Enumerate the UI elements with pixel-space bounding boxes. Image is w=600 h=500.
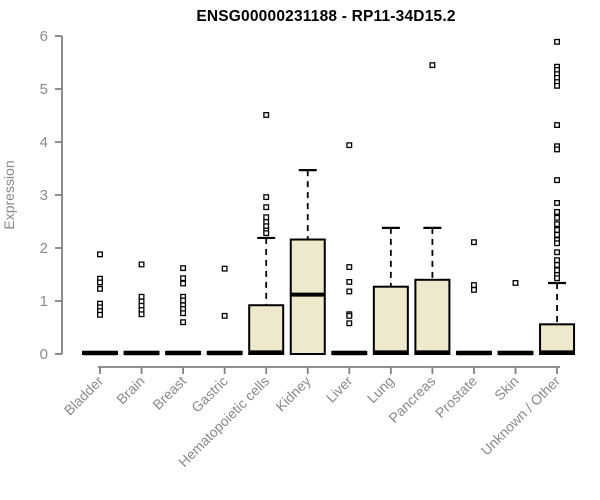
outlier-point	[138, 293, 145, 300]
outlier-point	[470, 286, 477, 293]
outlier-point	[180, 275, 187, 282]
x-category-label: Prostate	[432, 373, 480, 421]
box-Hematopoietic cells	[248, 304, 285, 355]
outlier-point	[554, 240, 560, 247]
outlier-point	[554, 257, 560, 264]
y-tick-label: 3	[40, 187, 48, 204]
y-tick-label: 0	[40, 346, 48, 363]
outlier-point	[554, 177, 560, 184]
outlier-point	[180, 297, 187, 304]
outlier-point	[554, 275, 560, 282]
outlier-point	[346, 288, 353, 295]
y-tick-label: 5	[40, 81, 48, 98]
box-Kidney	[289, 238, 326, 356]
outlier-point	[263, 112, 270, 118]
outlier-point	[97, 251, 103, 258]
outlier-point	[180, 280, 187, 287]
outlier-point	[97, 279, 103, 286]
outlier-point	[346, 312, 353, 319]
outlier-point	[263, 194, 270, 201]
x-category-label: Breast	[149, 373, 189, 413]
outlier-point	[346, 264, 353, 271]
y-axis-title: Expression	[1, 160, 17, 229]
y-tick-label: 2	[40, 240, 48, 257]
outlier-point	[346, 278, 353, 285]
y-tick-label: 6	[40, 28, 48, 45]
outlier-point	[180, 265, 187, 272]
outlier-point	[263, 204, 270, 211]
outlier-point	[554, 146, 560, 153]
outlier-point	[554, 214, 560, 221]
x-category-label: Skin	[491, 373, 522, 404]
x-category-label: Bladder	[61, 373, 107, 419]
outlier-point	[470, 282, 477, 289]
y-tick-label: 4	[40, 134, 48, 151]
x-category-label: Liver	[323, 373, 356, 406]
y-tick-label: 1	[40, 293, 48, 310]
x-category-label: Brain	[113, 373, 147, 407]
outlier-point	[554, 262, 560, 268]
outlier-point	[346, 142, 353, 149]
chart-title: ENSG00000231188 - RP11-34D15.2	[196, 8, 456, 25]
outlier-point	[221, 312, 228, 319]
outlier-point	[512, 280, 519, 286]
outlier-point	[554, 122, 560, 128]
outlier-point	[138, 261, 145, 268]
outlier-point	[180, 319, 187, 326]
outlier-point	[221, 265, 228, 272]
outlier-point	[554, 221, 560, 228]
outlier-point	[554, 199, 560, 206]
outlier-point	[554, 227, 560, 233]
outlier-point	[554, 38, 560, 45]
outlier-point	[346, 320, 353, 327]
x-category-label: Unknown / Other	[478, 373, 564, 459]
box-Lung	[372, 285, 409, 355]
outlier-point	[554, 82, 560, 89]
outlier-point	[97, 311, 103, 318]
outlier-point	[470, 239, 477, 246]
outlier-point	[263, 230, 270, 237]
outlier-point	[263, 214, 270, 221]
box-Unknown / Other	[539, 323, 576, 356]
outlier-point	[429, 62, 436, 69]
outlier-point	[554, 231, 560, 238]
x-category-label: Lung	[364, 373, 397, 406]
x-category-label: Kidney	[272, 373, 314, 415]
box-Pancreas	[414, 278, 451, 355]
outlier-point	[97, 285, 103, 292]
outlier-point	[554, 267, 560, 274]
outlier-point	[138, 311, 145, 318]
outlier-point	[554, 249, 560, 256]
outlier-point	[554, 209, 560, 215]
outlier-point	[180, 310, 187, 317]
